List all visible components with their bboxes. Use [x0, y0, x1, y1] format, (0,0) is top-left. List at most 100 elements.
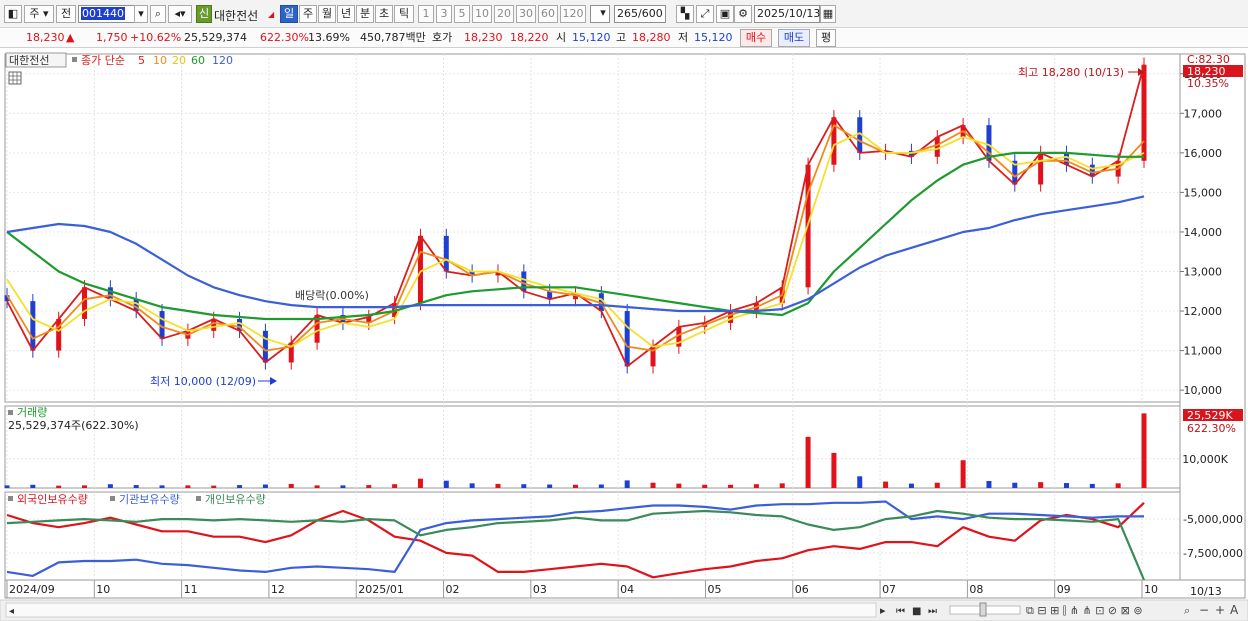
legend-individual[interactable]: 개인보유수량 — [205, 493, 266, 506]
scroll-track[interactable] — [5, 602, 877, 618]
legend-ma120[interactable]: 120 — [212, 54, 233, 67]
legend-institution[interactable]: 기관보유수량 — [119, 493, 180, 506]
individual-marker-icon — [196, 496, 201, 501]
volume-bar — [288, 483, 294, 488]
speaker-icon[interactable]: ◂▾ — [168, 5, 192, 23]
legend-ma20[interactable]: 20 — [172, 54, 186, 67]
candle-body — [469, 271, 475, 276]
hold-tick-label: -7,500,000 — [1183, 547, 1243, 560]
scroll-right-icon[interactable]: ▸ — [880, 604, 886, 617]
interval-3[interactable]: 3 — [436, 5, 452, 23]
candle-body — [521, 271, 527, 292]
y-tick-label: 10,000 — [1184, 384, 1223, 397]
view-icons[interactable]: ⧉ ⊟ ⊞ ⫿ ⋔ ⋔ ⊡ ⊘ ⊠ ⊚ — [1026, 604, 1143, 617]
scope-button[interactable]: 전 — [56, 5, 76, 23]
code-dropdown-icon[interactable]: ▾ — [134, 5, 148, 23]
interval-dropdown-icon[interactable]: ▾ — [600, 6, 606, 19]
interval-120[interactable]: 120 — [560, 5, 586, 23]
x-tick-label: 11 — [184, 583, 198, 596]
zoom-search-icon[interactable]: ⌕ — [1184, 604, 1190, 617]
candle-body — [650, 346, 656, 367]
period-year[interactable]: 년 — [337, 5, 355, 23]
buy-button[interactable]: 매수 — [740, 29, 772, 47]
last-pct-tag: 10.35% — [1187, 77, 1229, 90]
indicator-icon[interactable]: ▚ — [676, 5, 694, 23]
legend-ma60[interactable]: 60 — [191, 54, 205, 67]
turnover-rate: 13.69% — [308, 31, 350, 44]
date-input[interactable]: 2025/10/13 — [754, 5, 820, 23]
volume-bar — [624, 480, 630, 488]
candle-body — [573, 293, 578, 300]
period-week[interactable]: 주 — [299, 5, 317, 23]
font-size-icon[interactable]: A — [1230, 603, 1239, 617]
y-tick-label: 14,000 — [1184, 226, 1223, 239]
calendar-icon[interactable]: ▦ — [820, 5, 836, 23]
change-percent: +10.62% — [130, 31, 182, 44]
candle-body — [366, 316, 372, 323]
ma-line-120[interactable] — [6, 195, 1145, 313]
new-badge[interactable]: 신 — [196, 5, 212, 23]
eval-button[interactable]: 평 — [816, 29, 836, 47]
interval-60[interactable]: 60 — [538, 5, 558, 23]
period-minute[interactable]: 분 — [356, 5, 374, 23]
grid-toggle-icon[interactable] — [8, 71, 22, 85]
trade-amount: 450,787백만 — [360, 31, 426, 44]
candle-body — [1063, 152, 1069, 165]
holding-line-2[interactable] — [6, 509, 1146, 581]
holding-line-0[interactable] — [6, 502, 1145, 579]
legend-stock-box[interactable] — [5, 52, 67, 68]
last-icon[interactable]: ⏭ — [928, 606, 937, 617]
legend-foreign[interactable]: 외국인보유수량 — [17, 493, 88, 506]
chart-svg[interactable]: 2024/09 10 11 12 2025/01 02 03 04 05 06 07 08 09 10 18… — [0, 48, 1248, 621]
legend-ma-label[interactable]: 종가 단순 — [81, 54, 125, 67]
period-day[interactable]: 일 — [280, 5, 298, 23]
count-input[interactable]: 265/600 — [614, 5, 666, 23]
scroll-left-icon[interactable]: ◂ — [9, 606, 14, 617]
holding-line-1[interactable] — [6, 500, 1144, 577]
stop-icon[interactable]: ■ — [912, 606, 921, 617]
last-price-tag: 18,230 — [1187, 65, 1226, 78]
ma-line-20[interactable] — [6, 132, 1145, 348]
interval-30[interactable]: 30 — [516, 5, 536, 23]
layout-icon[interactable]: ◧ — [4, 5, 22, 23]
ma-line-60[interactable] — [6, 151, 1144, 321]
candle-body — [262, 330, 268, 363]
gear-icon[interactable]: ⚙ — [734, 5, 752, 23]
volume-value: 25,529,374 — [184, 31, 247, 44]
dividend-annotation: 배당락(0.00%) — [295, 289, 369, 302]
interval-10[interactable]: 10 — [472, 5, 492, 23]
tools-icon[interactable]: ⤢ — [696, 5, 714, 23]
vol-tick-label: 10,000K — [1182, 453, 1228, 466]
x-tick-label: 08 — [969, 583, 983, 596]
period-month[interactable]: 월 — [318, 5, 336, 23]
interval-custom-input[interactable] — [590, 5, 610, 23]
zoom-in-icon[interactable]: + — [1215, 603, 1225, 617]
zoom-out-icon[interactable]: − — [1199, 603, 1209, 617]
high-arrow-head — [1138, 68, 1144, 76]
legend-ma5[interactable]: 5 — [138, 54, 145, 67]
interval-20[interactable]: 20 — [494, 5, 514, 23]
sell-button[interactable]: 매도 — [778, 29, 810, 47]
interval-5[interactable]: 5 — [454, 5, 470, 23]
candle-body — [934, 137, 940, 157]
first-icon[interactable]: ⏮ — [896, 606, 905, 617]
legend-ma10[interactable]: 10 — [153, 54, 167, 67]
candle-body — [4, 295, 10, 302]
search-icon[interactable]: ⌕ — [150, 5, 166, 23]
zoom-slider-handle[interactable] — [979, 602, 987, 617]
save-icon[interactable]: ▣ — [716, 5, 734, 23]
volume-title[interactable]: 거래량 — [17, 406, 47, 419]
institution-marker-icon — [110, 496, 115, 501]
y-tick-label: 13,000 — [1184, 266, 1223, 279]
period-tick[interactable]: 틱 — [394, 5, 414, 23]
volume-bar — [753, 484, 759, 488]
chart-area[interactable]: 2024/09 10 11 12 2025/01 02 03 04 05 06 07 08 09 10 18… — [0, 48, 1248, 621]
ma-line-10[interactable] — [6, 124, 1145, 352]
code-input[interactable]: 001440 — [78, 5, 136, 23]
period-second[interactable]: 초 — [375, 5, 393, 23]
volume-bar — [883, 481, 889, 488]
market-select[interactable]: 주 ▾ — [24, 5, 54, 23]
volume-bar — [314, 485, 320, 488]
grid-toggle-lines — [9, 72, 21, 84]
interval-1[interactable]: 1 — [418, 5, 434, 23]
